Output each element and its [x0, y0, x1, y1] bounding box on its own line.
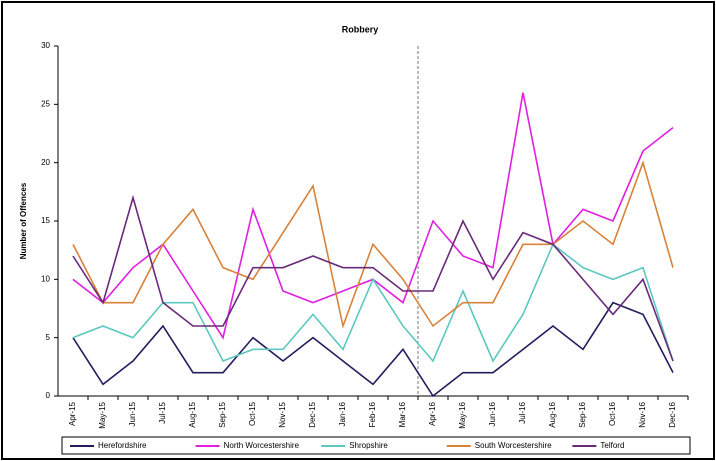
x-tick-label: Jul-16	[518, 401, 527, 423]
series-line	[72, 243, 674, 363]
x-tick-label: Feb-16	[368, 401, 377, 427]
x-tick-label: Apr-15	[68, 401, 77, 426]
x-tick-label: Dec-15	[308, 401, 317, 427]
x-tick-label: Nov-15	[278, 401, 287, 427]
x-tick-label: Jun-16	[488, 401, 497, 426]
chart-title: Robbery	[342, 24, 379, 34]
legend-label: North Worcestershire	[224, 441, 300, 450]
x-tick-label: Jun-15	[128, 401, 137, 426]
x-tick-label: Sep-15	[218, 401, 227, 427]
x-tick-label: Sep-16	[578, 401, 587, 427]
x-tick-label: Aug-16	[548, 401, 557, 427]
y-axis-label: Number of Offences	[19, 182, 28, 259]
y-tick-label: 30	[41, 41, 50, 50]
x-tick-label: Mar-16	[398, 401, 407, 427]
x-tick-label: Aug-15	[188, 401, 197, 427]
legend-label: Herefordshire	[98, 441, 147, 450]
series-line	[72, 301, 674, 398]
x-tick-label: Nov-16	[638, 401, 647, 427]
series-line	[72, 194, 674, 362]
legend-box	[61, 436, 691, 455]
x-tick-label: Oct-16	[608, 401, 617, 426]
series-line	[72, 160, 674, 329]
x-tick-label: May-15	[98, 401, 107, 428]
y-tick-label: 10	[41, 274, 50, 283]
y-tick-label: 20	[41, 158, 50, 167]
y-tick-label: 15	[41, 216, 50, 225]
y-tick-label: 25	[41, 99, 50, 108]
y-tick-label: 0	[46, 391, 51, 400]
x-tick-label: Oct-15	[248, 401, 257, 426]
x-tick-label: May-16	[458, 401, 467, 428]
legend-label: South Worcestershire	[475, 441, 552, 450]
x-tick-label: Apr-16	[428, 401, 437, 426]
legend-label: Telford	[600, 441, 624, 450]
legend-label: Shropshire	[349, 441, 388, 450]
x-tick-label: Jan-16	[338, 401, 347, 426]
x-tick-label: Jul-15	[158, 401, 167, 423]
x-tick-label: Dec-16	[668, 401, 677, 427]
y-tick-label: 5	[46, 333, 51, 342]
